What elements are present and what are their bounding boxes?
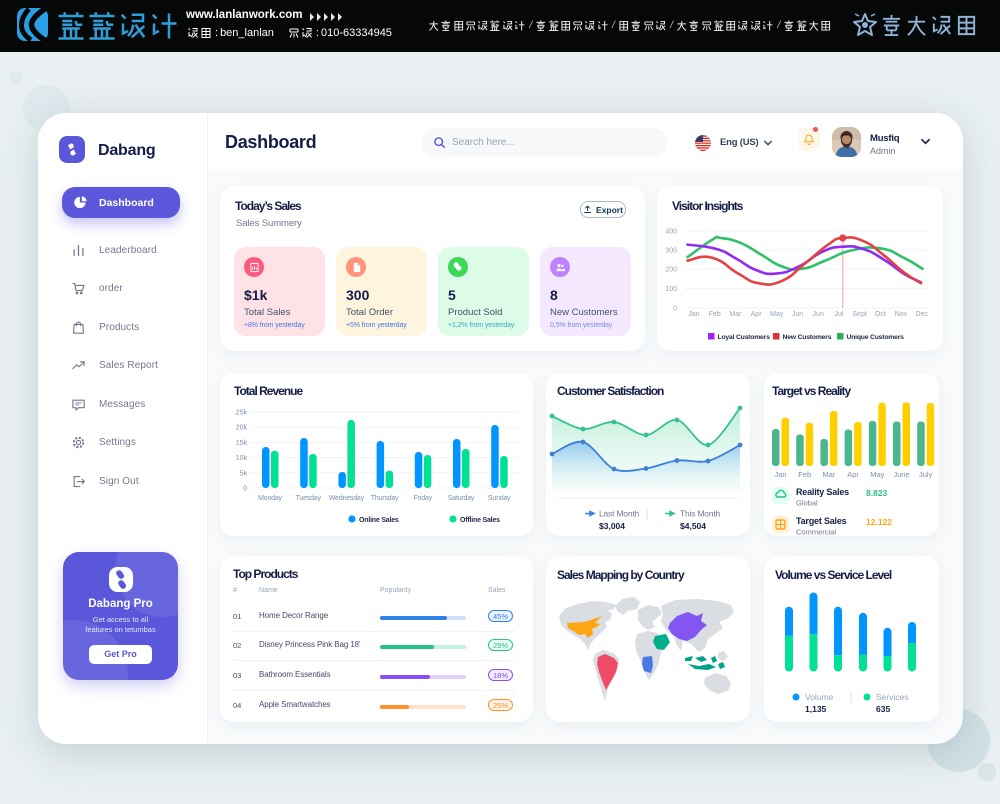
svg-text:This Month: This Month <box>680 509 721 519</box>
svg-text:May: May <box>870 470 884 479</box>
svg-text:635: 635 <box>876 704 890 714</box>
svg-text:$3,004: $3,004 <box>599 521 625 531</box>
svg-text:5k: 5k <box>240 470 248 477</box>
svg-text:Nov: Nov <box>895 311 908 318</box>
svg-text:300: 300 <box>665 248 677 255</box>
svg-text:Mar: Mar <box>729 311 742 318</box>
svg-text:10k: 10k <box>236 455 248 462</box>
svg-text:Reality Sales: Reality Sales <box>796 487 849 497</box>
svg-text:Mar: Mar <box>822 470 835 479</box>
svg-text:20k: 20k <box>236 425 248 432</box>
svg-text:Jan: Jan <box>688 311 699 318</box>
svg-text:Sunday: Sunday <box>488 495 511 502</box>
svg-text:Feb: Feb <box>798 470 811 479</box>
svg-text:400: 400 <box>665 229 677 236</box>
svg-text:200: 200 <box>665 267 677 274</box>
svg-text:100: 100 <box>665 286 677 293</box>
svg-text:12.122: 12.122 <box>866 517 892 527</box>
svg-text:Apr: Apr <box>751 311 763 318</box>
svg-text:Oct: Oct <box>875 311 886 318</box>
svg-text:25k: 25k <box>236 410 248 417</box>
svg-text:15k: 15k <box>236 440 248 447</box>
svg-text:Services: Services <box>876 692 909 702</box>
svg-text:Loyal Customers: Loyal Customers <box>718 334 771 341</box>
svg-text:Commercial: Commercial <box>796 528 836 537</box>
svg-text:Online Sales: Online Sales <box>359 517 399 524</box>
svg-text:Jun: Jun <box>813 311 824 318</box>
svg-text:Monday: Monday <box>258 495 282 502</box>
svg-text:Wednesday: Wednesday <box>329 495 365 502</box>
svg-text:Target Sales: Target Sales <box>796 516 847 526</box>
svg-text:1,135: 1,135 <box>805 704 827 714</box>
svg-text:Apr: Apr <box>847 470 859 479</box>
svg-text:8.823: 8.823 <box>866 488 888 498</box>
svg-text:Friday: Friday <box>414 495 433 502</box>
svg-text:$4,504: $4,504 <box>680 521 706 531</box>
svg-text:Unique Customers: Unique Customers <box>847 334 905 341</box>
svg-text:Global: Global <box>796 499 818 508</box>
svg-text:Volume: Volume <box>805 692 834 702</box>
svg-text:May: May <box>770 311 784 318</box>
svg-text:Thursday: Thursday <box>371 495 399 502</box>
svg-text:0: 0 <box>673 306 677 313</box>
svg-text:Feb: Feb <box>709 311 721 318</box>
svg-text:Offline Sales: Offline Sales <box>460 517 500 524</box>
svg-text:New Customers: New Customers <box>783 334 832 341</box>
svg-text:0: 0 <box>243 486 247 493</box>
svg-text:Jun: Jun <box>792 311 803 318</box>
svg-text:Dec: Dec <box>915 311 928 318</box>
svg-text:Tuesday: Tuesday <box>296 495 322 502</box>
svg-text:July: July <box>919 470 933 479</box>
svg-text:Jan: Jan <box>774 470 786 479</box>
svg-text:Last Month: Last Month <box>599 509 640 519</box>
svg-text:Jul: Jul <box>834 311 843 318</box>
svg-text:June: June <box>893 470 909 479</box>
svg-text:Saturday: Saturday <box>448 495 475 502</box>
svg-text:Sept: Sept <box>852 311 866 318</box>
